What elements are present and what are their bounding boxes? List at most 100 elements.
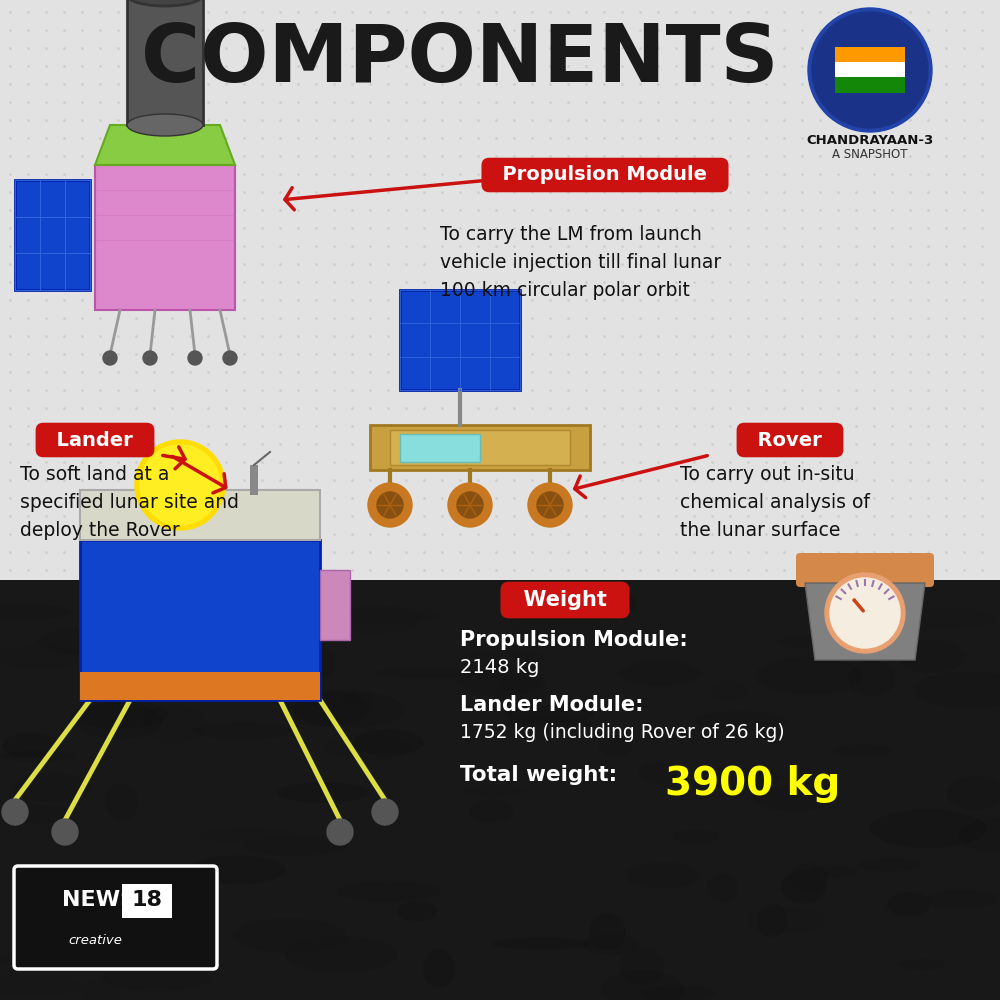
Circle shape xyxy=(103,351,117,365)
Circle shape xyxy=(537,492,563,518)
Ellipse shape xyxy=(233,918,347,953)
Ellipse shape xyxy=(353,730,424,756)
Ellipse shape xyxy=(898,959,946,970)
Circle shape xyxy=(140,445,220,525)
Bar xyxy=(400,434,480,462)
Ellipse shape xyxy=(189,855,286,885)
Ellipse shape xyxy=(848,660,895,697)
Text: Propulsion Module:: Propulsion Module: xyxy=(460,630,688,650)
Polygon shape xyxy=(370,425,590,470)
Ellipse shape xyxy=(887,892,930,917)
Text: 1752 kg (including Rover of 26 kg): 1752 kg (including Rover of 26 kg) xyxy=(460,723,785,742)
Circle shape xyxy=(135,440,225,530)
Ellipse shape xyxy=(754,787,836,811)
Polygon shape xyxy=(400,290,520,390)
Bar xyxy=(80,490,320,540)
Ellipse shape xyxy=(75,703,161,739)
Bar xyxy=(250,465,258,495)
Bar xyxy=(320,570,350,640)
Ellipse shape xyxy=(105,783,139,821)
Ellipse shape xyxy=(789,863,828,893)
Text: 3900 kg: 3900 kg xyxy=(665,765,840,803)
Ellipse shape xyxy=(778,635,837,648)
Ellipse shape xyxy=(858,858,922,871)
Ellipse shape xyxy=(281,690,369,726)
Ellipse shape xyxy=(2,733,61,758)
Bar xyxy=(80,672,320,700)
Ellipse shape xyxy=(211,592,277,629)
Ellipse shape xyxy=(241,836,348,856)
Ellipse shape xyxy=(145,867,222,890)
FancyBboxPatch shape xyxy=(796,553,934,587)
Circle shape xyxy=(327,819,353,845)
Ellipse shape xyxy=(755,657,863,695)
Text: To soft land at a
specified lunar site and
deploy the Rover: To soft land at a specified lunar site a… xyxy=(20,465,239,540)
Ellipse shape xyxy=(640,985,716,1000)
Ellipse shape xyxy=(303,645,335,679)
Ellipse shape xyxy=(959,818,1000,852)
Ellipse shape xyxy=(457,665,546,696)
Ellipse shape xyxy=(70,701,169,728)
Ellipse shape xyxy=(0,954,54,964)
Bar xyxy=(835,47,905,63)
Text: creative: creative xyxy=(68,934,122,946)
Ellipse shape xyxy=(601,970,684,1000)
Ellipse shape xyxy=(294,691,405,728)
Text: CHANDRAYAAN-3: CHANDRAYAAN-3 xyxy=(806,133,934,146)
Ellipse shape xyxy=(620,660,700,686)
Ellipse shape xyxy=(12,773,91,802)
Ellipse shape xyxy=(142,705,207,743)
Ellipse shape xyxy=(833,745,893,757)
Text: Weight: Weight xyxy=(509,590,621,610)
Ellipse shape xyxy=(0,975,83,995)
Text: Lander Module:: Lander Module: xyxy=(460,695,644,715)
Polygon shape xyxy=(805,583,925,660)
Ellipse shape xyxy=(812,866,859,877)
Ellipse shape xyxy=(504,715,593,732)
FancyBboxPatch shape xyxy=(14,866,217,969)
Ellipse shape xyxy=(590,913,625,951)
Circle shape xyxy=(368,483,412,527)
Ellipse shape xyxy=(0,804,75,823)
Text: To carry out in-situ
chemical analysis of
the lunar surface: To carry out in-situ chemical analysis o… xyxy=(680,465,870,540)
Bar xyxy=(127,0,203,125)
Ellipse shape xyxy=(284,936,398,973)
Ellipse shape xyxy=(870,809,987,848)
Circle shape xyxy=(2,799,28,825)
Ellipse shape xyxy=(102,963,210,991)
Ellipse shape xyxy=(127,114,203,136)
Text: Rover: Rover xyxy=(744,430,836,450)
Polygon shape xyxy=(95,125,235,165)
Ellipse shape xyxy=(277,782,370,803)
Ellipse shape xyxy=(397,901,438,921)
Bar xyxy=(390,430,570,465)
Circle shape xyxy=(188,351,202,365)
Bar xyxy=(122,884,172,918)
Circle shape xyxy=(528,483,572,527)
Text: NEWS: NEWS xyxy=(62,890,136,910)
Polygon shape xyxy=(95,165,235,310)
Ellipse shape xyxy=(757,903,787,938)
Text: Propulsion Module: Propulsion Module xyxy=(489,165,721,184)
Bar xyxy=(835,77,905,93)
Ellipse shape xyxy=(706,873,739,902)
Ellipse shape xyxy=(620,948,664,985)
Circle shape xyxy=(830,578,900,648)
Circle shape xyxy=(808,8,932,132)
Text: 2148 kg: 2148 kg xyxy=(460,658,539,677)
Ellipse shape xyxy=(594,591,636,617)
Bar xyxy=(0,0,1000,580)
Bar xyxy=(0,580,1000,1000)
Ellipse shape xyxy=(0,750,75,762)
Circle shape xyxy=(223,351,237,365)
Ellipse shape xyxy=(896,640,965,673)
Ellipse shape xyxy=(492,938,594,950)
Ellipse shape xyxy=(469,799,514,822)
Ellipse shape xyxy=(373,668,481,678)
Text: COMPONENTS: COMPONENTS xyxy=(141,21,779,99)
Circle shape xyxy=(812,12,928,128)
Ellipse shape xyxy=(638,762,677,783)
Text: A SNAPSHOT: A SNAPSHOT xyxy=(832,148,908,161)
Text: To carry the LM from launch
vehicle injection till final lunar
100 km circular p: To carry the LM from launch vehicle inje… xyxy=(440,225,721,300)
Text: Total weight:: Total weight: xyxy=(460,765,625,785)
